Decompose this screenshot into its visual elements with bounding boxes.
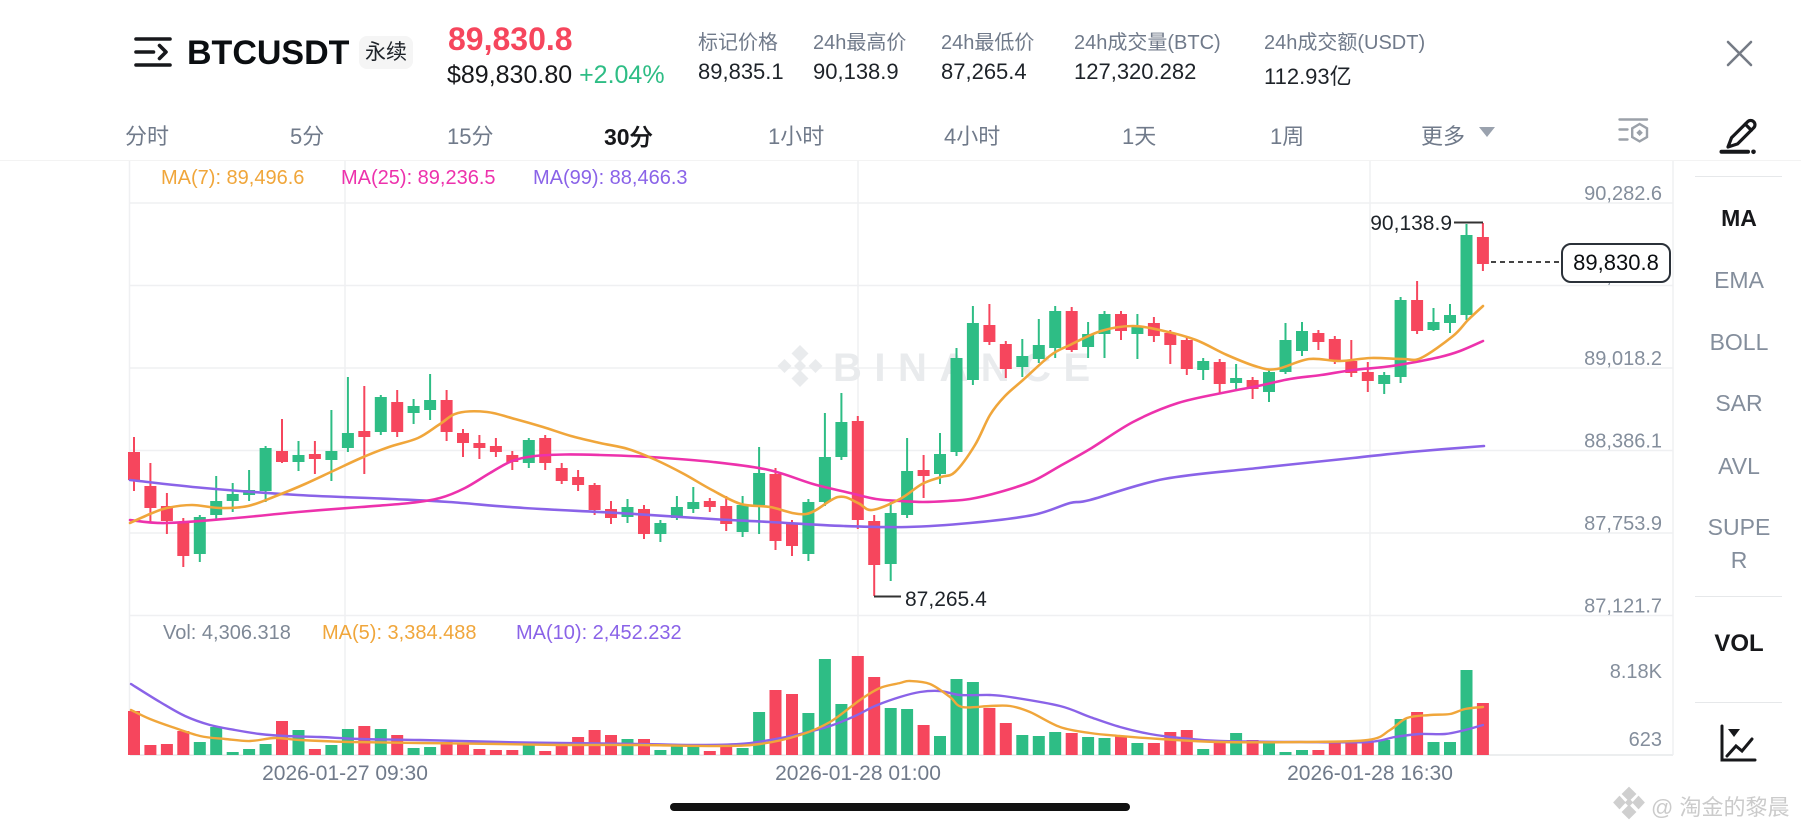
svg-text:8.18K: 8.18K	[1610, 661, 1663, 683]
svg-text:90,138.9: 90,138.9	[1370, 212, 1452, 235]
svg-text:2026-01-28 16:30: 2026-01-28 16:30	[1287, 762, 1453, 785]
svg-text:90,282.6: 90,282.6	[1584, 183, 1662, 205]
svg-text:87,121.7: 87,121.7	[1584, 596, 1662, 618]
svg-text:2026-01-27 09:30: 2026-01-27 09:30	[262, 762, 428, 785]
svg-text:87,265.4: 87,265.4	[905, 588, 987, 611]
svg-text:89,830.8: 89,830.8	[1573, 250, 1659, 275]
svg-text:87,753.9: 87,753.9	[1584, 513, 1662, 535]
svg-text:88,386.1: 88,386.1	[1584, 431, 1662, 453]
svg-text:89,018.2: 89,018.2	[1584, 348, 1662, 370]
svg-text:623: 623	[1629, 729, 1662, 751]
svg-text:2026-01-28 01:00: 2026-01-28 01:00	[775, 762, 941, 785]
